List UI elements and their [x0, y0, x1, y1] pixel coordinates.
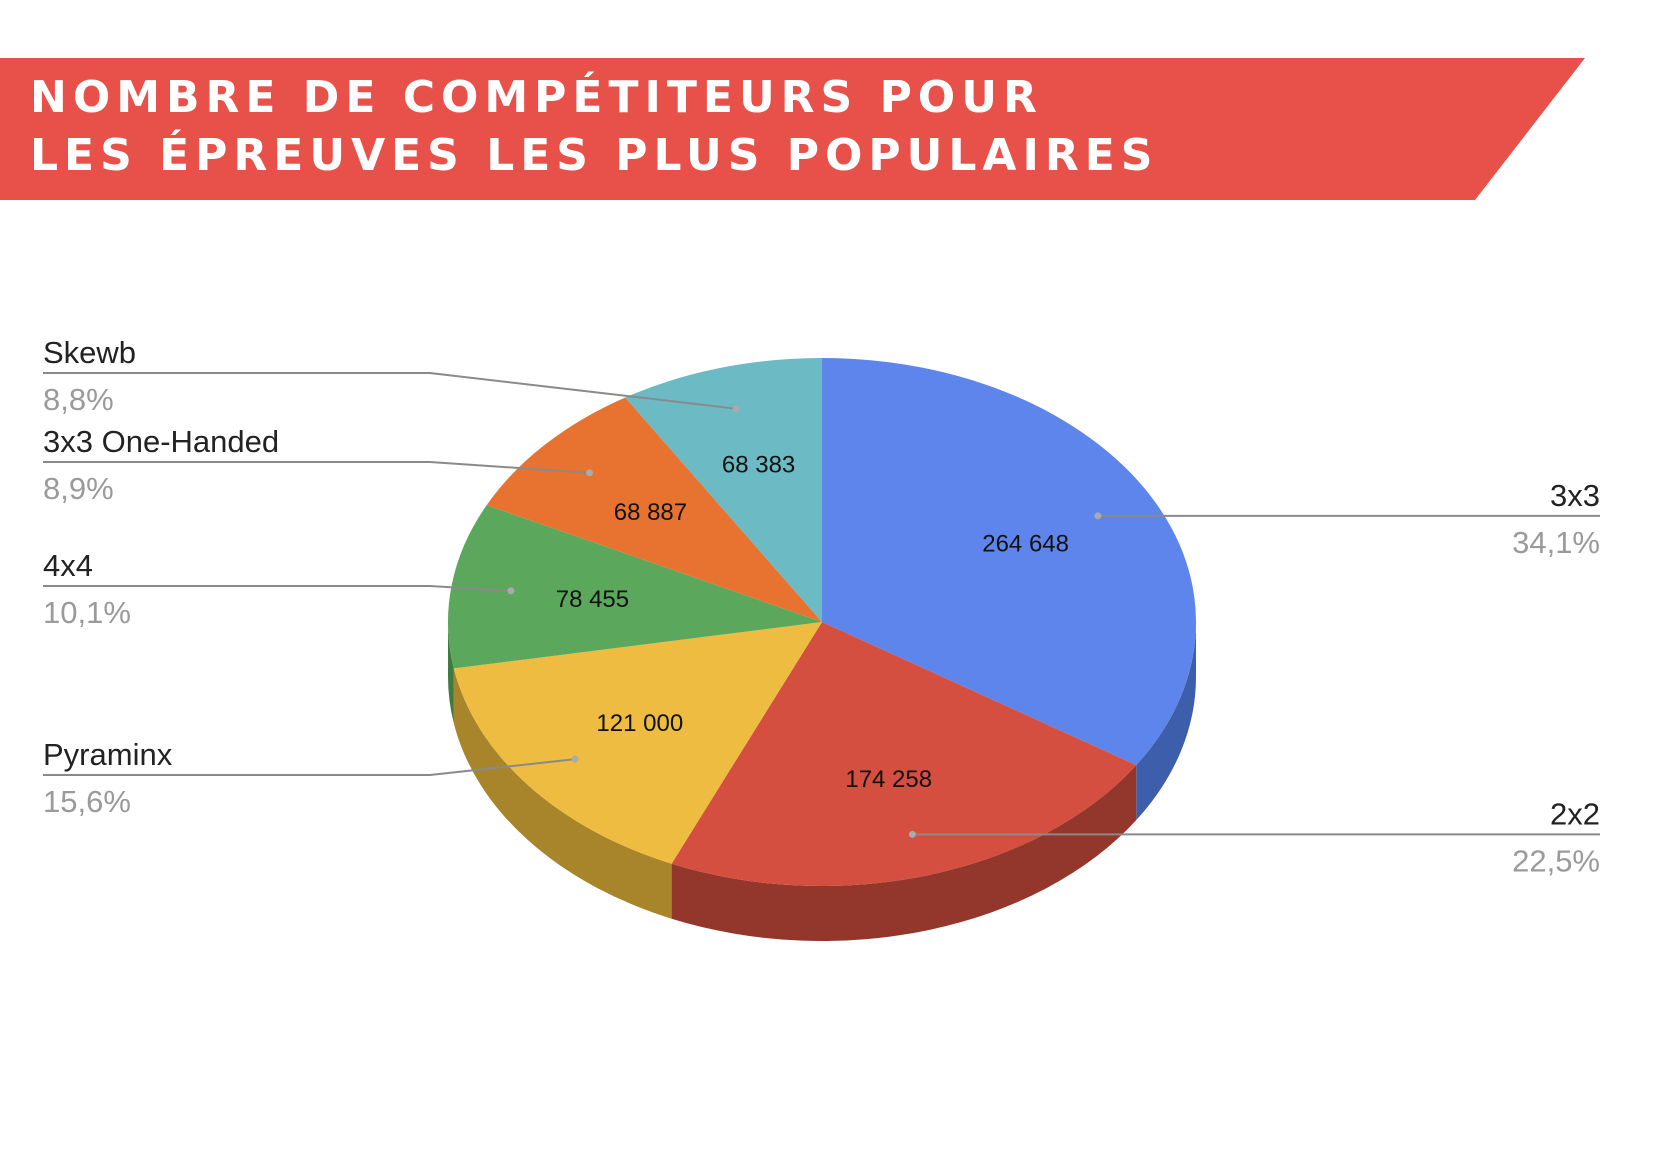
pie-slices [448, 358, 1196, 887]
title-banner [0, 58, 1585, 200]
percent-label: 22,5% [1512, 843, 1600, 878]
data-label: 78 455 [556, 586, 629, 613]
labels: 264 648 174 258 121 000 78 455 68 887 68 383 3… [43, 335, 1600, 878]
pie-side-pyraminx [453, 668, 672, 919]
percent-label: 8,8% [43, 382, 114, 417]
pie-side-4x4 [448, 622, 454, 724]
leader-line [43, 758, 576, 776]
percent-label: 8,9% [43, 471, 114, 506]
pie-sides [448, 622, 1196, 941]
leader-dot [908, 830, 916, 838]
chart-title-line-1: NOMBRE DE COMPÉTITEURS POUR [30, 72, 1043, 123]
pie-side-2x2 [671, 765, 1137, 941]
leader-dot [1094, 512, 1102, 520]
pie-side-3x3 [1136, 622, 1196, 821]
category-label: 4x4 [43, 548, 93, 583]
percent-label: 34,1% [1512, 525, 1600, 560]
leader-lines [43, 372, 1600, 838]
pie-slice-pyraminx [453, 622, 822, 864]
leader-dot [586, 469, 594, 477]
data-label: 68 383 [722, 452, 795, 479]
category-label: 2x2 [1550, 796, 1600, 831]
leader-dot [571, 755, 579, 763]
category-label: 3x3 [1550, 478, 1600, 513]
percent-label: 10,1% [43, 595, 131, 630]
percent-label: 15,6% [43, 784, 131, 819]
title-banner-shape [0, 58, 1585, 200]
leader-dot [507, 587, 515, 595]
data-label: 174 258 [845, 766, 932, 793]
leader-line [43, 585, 512, 592]
leader-dot [732, 405, 740, 413]
pie-slice-2x2 [671, 622, 1137, 887]
pie-slice-4x4 [448, 505, 822, 669]
leader-line [43, 372, 737, 410]
category-label: Skewb [43, 335, 136, 370]
data-label: 68 887 [614, 499, 687, 526]
pie-slice-3x3 [822, 358, 1196, 766]
pie-slice-skewb [625, 358, 822, 622]
category-label: Pyraminx [43, 737, 173, 772]
leader-line [43, 461, 590, 474]
data-label: 121 000 [596, 710, 683, 737]
data-label: 264 648 [982, 531, 1069, 558]
pie-slice-3x3-one-handed [486, 397, 822, 622]
category-label: 3x3 One-Handed [43, 424, 279, 459]
chart-title-line-2: LES ÉPREUVES LES PLUS POPULAIRES [30, 130, 1159, 181]
